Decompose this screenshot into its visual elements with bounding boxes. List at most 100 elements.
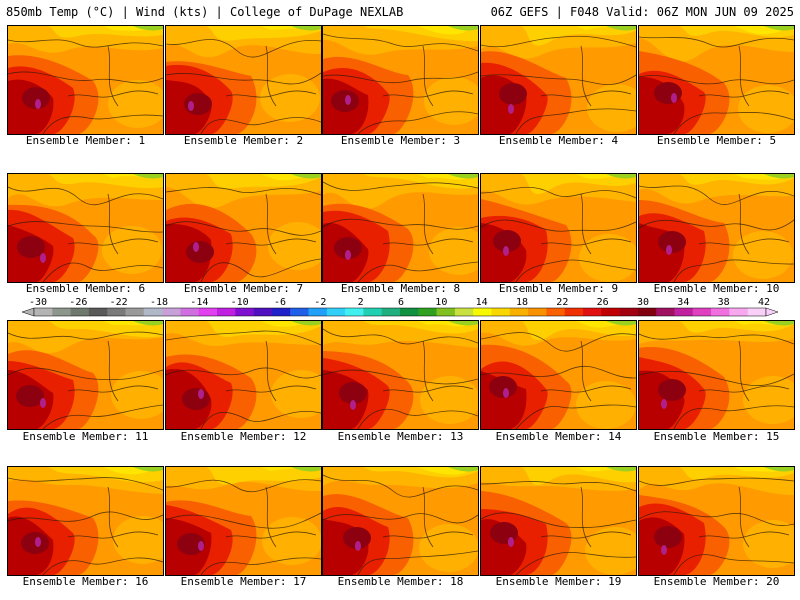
colorbar-tick-label: -2: [314, 297, 327, 308]
colorbar-swatch: [619, 308, 639, 316]
member-label: Ensemble Member: 14: [495, 430, 622, 443]
temperature-map: [166, 174, 321, 282]
ensemble-map-panel: [7, 466, 164, 576]
colorbar-swatch: [381, 308, 401, 316]
ensemble-map-panel: [480, 173, 637, 283]
colorbar-tick-label: 18: [515, 297, 529, 308]
colorbar-swatch: [583, 308, 602, 316]
colorbar-swatch: [528, 308, 547, 316]
temperature-map: [8, 174, 163, 282]
temperature-map: [8, 321, 163, 429]
ensemble-map-panel: [165, 466, 322, 576]
colorbar-swatch: [162, 308, 181, 316]
colorbar-swatch: [198, 308, 218, 316]
ensemble-map-panel: [322, 25, 479, 135]
ensemble-map-panel: [322, 320, 479, 430]
colorbar-tick-label: 10: [435, 297, 448, 308]
colorbar-tick-label: -10: [230, 297, 249, 308]
colorbar-tick-label: 22: [556, 297, 569, 308]
colorbar-tick-label: 38: [717, 297, 730, 308]
temperature-map: [481, 467, 636, 575]
member-label: Ensemble Member: 17: [180, 575, 307, 588]
member-label: Ensemble Member: 5: [656, 134, 777, 147]
colorbar-tick-label: 30: [636, 297, 650, 308]
colorbar-swatch: [253, 308, 273, 316]
temperature-map: [323, 321, 478, 429]
colorbar-swatch: [454, 308, 474, 316]
colorbar-tick-label: -18: [149, 297, 169, 308]
ensemble-map-panel: [7, 173, 164, 283]
ensemble-map-panel: [638, 320, 795, 430]
temperature-map: [323, 26, 478, 134]
ensemble-map-panel: [165, 25, 322, 135]
colorbar-tick-label: 26: [596, 297, 609, 308]
colorbar-left-arrow: [21, 307, 35, 317]
colorbar-swatch: [125, 308, 145, 316]
colorbar-swatch: [290, 308, 309, 316]
colorbar-swatch: [88, 308, 108, 316]
temperature-map: [323, 174, 478, 282]
colorbar-swatch: [70, 308, 90, 316]
member-label: Ensemble Member: 15: [653, 430, 780, 443]
colorbar-tick-label: 2: [357, 297, 364, 308]
member-label: Ensemble Member: 8: [340, 282, 461, 295]
temperature-map: [481, 321, 636, 429]
ensemble-map-panel: [322, 466, 479, 576]
colorbar-tick-label: 6: [397, 297, 405, 308]
member-label: Ensemble Member: 4: [498, 134, 619, 147]
colorbar-swatch: [601, 308, 620, 316]
member-label: Ensemble Member: 2: [183, 134, 304, 147]
colorbar-swatch: [107, 308, 126, 316]
temperature-map: [481, 26, 636, 134]
ensemble-map-panel: [7, 320, 164, 430]
colorbar-swatch: [729, 308, 748, 316]
member-label: Ensemble Member: 7: [183, 282, 304, 295]
temperature-map: [166, 26, 321, 134]
colorbar-swatch: [363, 308, 382, 316]
temperature-map: [8, 467, 163, 575]
colorbar-tick-label: -22: [109, 297, 128, 308]
colorbar-swatch: [473, 308, 492, 316]
temperature-map: [639, 467, 794, 575]
member-label: Ensemble Member: 10: [653, 282, 780, 295]
colorbar-swatch: [271, 308, 291, 316]
ensemble-map-panel: [165, 173, 322, 283]
temperature-map: [8, 26, 163, 134]
member-label: Ensemble Member: 13: [337, 430, 464, 443]
colorbar-swatch: [491, 308, 511, 316]
member-label: Ensemble Member: 19: [495, 575, 622, 588]
member-label: Ensemble Member: 3: [340, 134, 461, 147]
colorbar-tick-label: 14: [475, 297, 488, 308]
colorbar-swatch: [564, 308, 584, 316]
temperature-map: [323, 467, 478, 575]
ensemble-map-panel: [322, 173, 479, 283]
colorbar-swatch: [674, 308, 694, 316]
colorbar-swatch: [418, 308, 437, 316]
colorbar-swatch: [656, 308, 675, 316]
temperature-colorbar: [21, 307, 779, 317]
member-label: Ensemble Member: 11: [22, 430, 149, 443]
colorbar-swatch: [747, 308, 767, 316]
temperature-map: [639, 321, 794, 429]
ensemble-map-panel: [480, 466, 637, 576]
colorbar-swatch: [34, 308, 53, 316]
colorbar-swatch: [308, 308, 328, 316]
colorbar-swatch: [143, 308, 163, 316]
colorbar-tick-label: -14: [190, 297, 209, 308]
member-label: Ensemble Member: 18: [337, 575, 464, 588]
temperature-map: [166, 321, 321, 429]
colorbar-swatch: [400, 308, 419, 316]
ensemble-map-panel: [480, 25, 637, 135]
colorbar-swatch: [436, 308, 456, 316]
title-right: 06Z GEFS | F048 Valid: 06Z MON JUN 09 20…: [490, 5, 794, 19]
colorbar-swatch: [180, 308, 199, 316]
member-label: Ensemble Member: 9: [498, 282, 619, 295]
member-label: Ensemble Member: 12: [180, 430, 307, 443]
ensemble-map-panel: [165, 320, 322, 430]
colorbar-swatch: [711, 308, 730, 316]
colorbar-swatch: [235, 308, 254, 316]
colorbar-swatch: [692, 308, 712, 316]
colorbar-swatch: [546, 308, 565, 316]
member-label: Ensemble Member: 16: [22, 575, 149, 588]
colorbar-swatch: [509, 308, 529, 316]
